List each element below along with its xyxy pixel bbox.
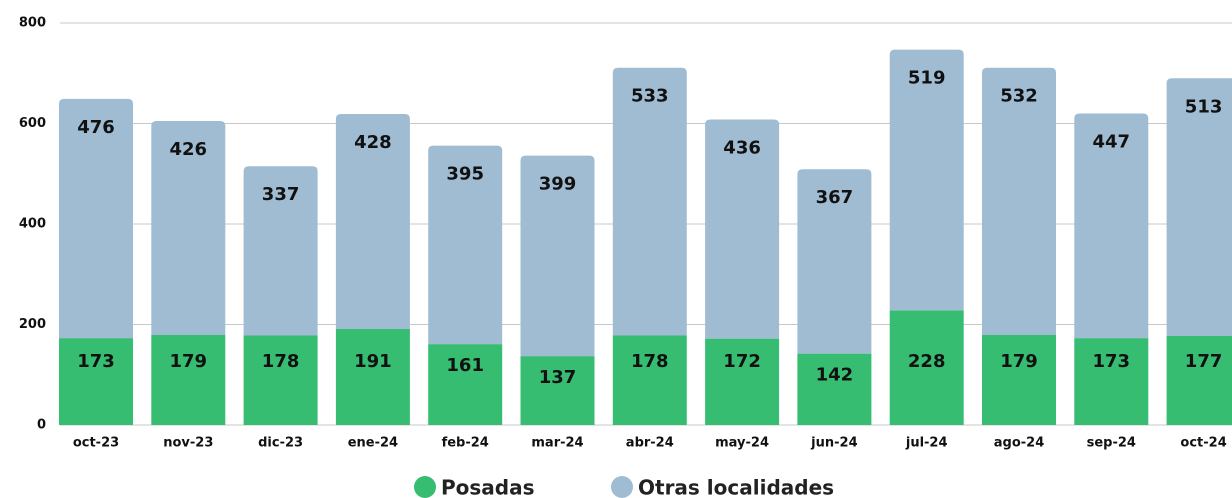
data-label: 399: [539, 174, 577, 195]
bar-segment: [705, 338, 780, 425]
bar-segment: [243, 335, 318, 425]
data-label: 337: [262, 184, 300, 205]
bar-segment: [243, 166, 318, 336]
y-tick-label: 600: [19, 116, 46, 131]
bar-segment: [151, 120, 226, 336]
bar-segment: [335, 113, 410, 330]
x-tick-label: nov-23: [163, 436, 213, 451]
data-label: 178: [631, 351, 669, 372]
bar-segment: [428, 344, 503, 425]
x-tick-label: ene-24: [348, 436, 398, 451]
data-label: 179: [170, 351, 208, 372]
legend-swatch: [414, 476, 436, 498]
bar-segment: [889, 49, 964, 311]
data-label: 367: [816, 187, 854, 208]
y-tick-label: 800: [19, 16, 46, 31]
x-tick-label: jul-24: [905, 436, 948, 451]
bar-segment: [982, 67, 1056, 336]
bar-segment: [428, 145, 503, 345]
data-label: 436: [723, 137, 761, 158]
y-tick-label: 200: [19, 317, 46, 332]
bar-segment: [520, 356, 595, 425]
data-label: 137: [539, 367, 577, 388]
bar-segment: [1166, 78, 1232, 337]
bar-segment: [1074, 338, 1149, 425]
bar-segment: [612, 67, 687, 336]
x-tick-label: abr-24: [626, 436, 674, 451]
bar-segment: [889, 310, 964, 425]
data-label: 426: [170, 139, 208, 160]
x-tick-label: oct-23: [73, 436, 119, 451]
data-label: 533: [631, 86, 669, 107]
data-label: 447: [1093, 131, 1131, 152]
y-tick-label: 0: [37, 418, 46, 433]
data-label: 173: [77, 351, 115, 372]
x-tick-label: oct-24: [1180, 436, 1226, 451]
bar-segment: [520, 155, 595, 357]
x-tick-label: sep-24: [1087, 436, 1136, 451]
data-label: 513: [1185, 96, 1223, 117]
data-label: 532: [1000, 86, 1038, 107]
data-label: 428: [354, 132, 392, 153]
bar-segment: [151, 335, 226, 425]
data-label: 191: [354, 351, 392, 372]
data-label: 161: [446, 355, 484, 376]
legend-label: Posadas: [441, 476, 535, 498]
y-tick-label: 400: [19, 217, 46, 232]
bar-segment: [612, 335, 687, 425]
legend-swatch: [611, 476, 633, 498]
bar-segment: [797, 353, 872, 425]
data-label: 395: [446, 164, 484, 185]
data-label: 173: [1093, 351, 1131, 372]
bar-segment: [982, 335, 1056, 425]
legend-label: Otras localidades: [638, 476, 834, 498]
data-label: 519: [908, 68, 946, 89]
bar-segment: [59, 98, 133, 339]
data-label: 172: [723, 351, 761, 372]
bar-segment: [59, 338, 133, 425]
x-tick-label: feb-24: [442, 436, 489, 451]
x-tick-label: dic-23: [258, 436, 303, 451]
bar-segment: [1074, 113, 1149, 339]
x-tick-label: mar-24: [531, 436, 583, 451]
bar-segment: [705, 119, 780, 339]
data-label: 177: [1185, 351, 1223, 372]
x-tick-label: jun-24: [810, 436, 857, 451]
bar-segment: [335, 329, 410, 425]
x-tick-label: ago-24: [994, 436, 1045, 451]
bar-segment: [797, 169, 872, 354]
data-label: 228: [908, 351, 946, 372]
bar-segment: [1166, 336, 1232, 425]
data-label: 142: [816, 365, 854, 386]
data-label: 476: [77, 117, 115, 138]
data-label: 179: [1000, 351, 1038, 372]
x-tick-label: may-24: [715, 436, 769, 451]
data-label: 178: [262, 351, 300, 372]
